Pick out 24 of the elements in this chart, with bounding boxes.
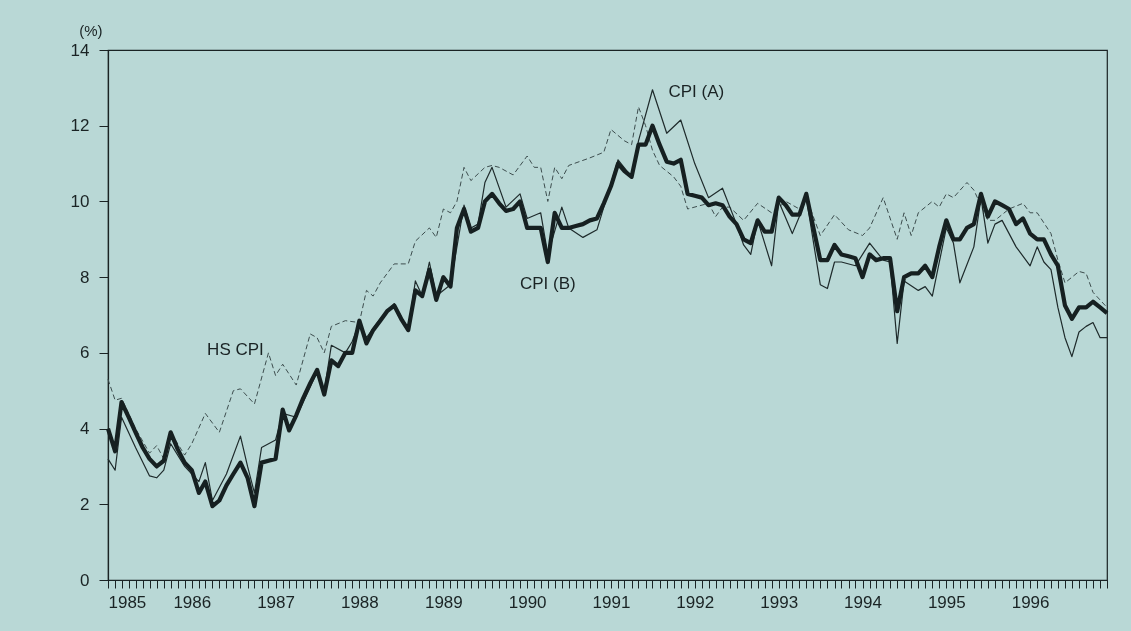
x-tick-label: 1995 bbox=[927, 592, 966, 612]
y-axis-title: (%) bbox=[79, 21, 103, 39]
x-tick-label: 1992 bbox=[676, 592, 715, 612]
x-tick-label: 1993 bbox=[760, 592, 799, 612]
y-tick-label: 12 bbox=[70, 116, 90, 136]
y-tick-label: 0 bbox=[80, 570, 90, 590]
x-tick-label: 1987 bbox=[257, 592, 295, 612]
x-tick-label: 1991 bbox=[592, 592, 631, 612]
x-tick-label: 1985 bbox=[108, 592, 147, 612]
y-tick-label: 10 bbox=[70, 191, 90, 211]
y-tick-label: 2 bbox=[80, 494, 90, 514]
y-tick-label: 6 bbox=[80, 343, 90, 363]
x-tick-label: 1994 bbox=[844, 592, 882, 612]
series-label: CPI (B) bbox=[519, 274, 576, 293]
y-tick-label: 8 bbox=[80, 267, 90, 287]
x-tick-label: 1988 bbox=[340, 592, 379, 612]
x-tick-label: 1990 bbox=[508, 592, 547, 612]
series-label: HS CPI bbox=[207, 339, 264, 359]
x-tick-label: 1986 bbox=[173, 592, 212, 612]
x-tick-label: 1989 bbox=[424, 592, 463, 612]
series-label: CPI (A) bbox=[668, 81, 725, 101]
y-tick-label: 14 bbox=[70, 40, 90, 60]
y-tick-label: 4 bbox=[80, 419, 90, 439]
x-tick-label: 1996 bbox=[1011, 592, 1050, 612]
